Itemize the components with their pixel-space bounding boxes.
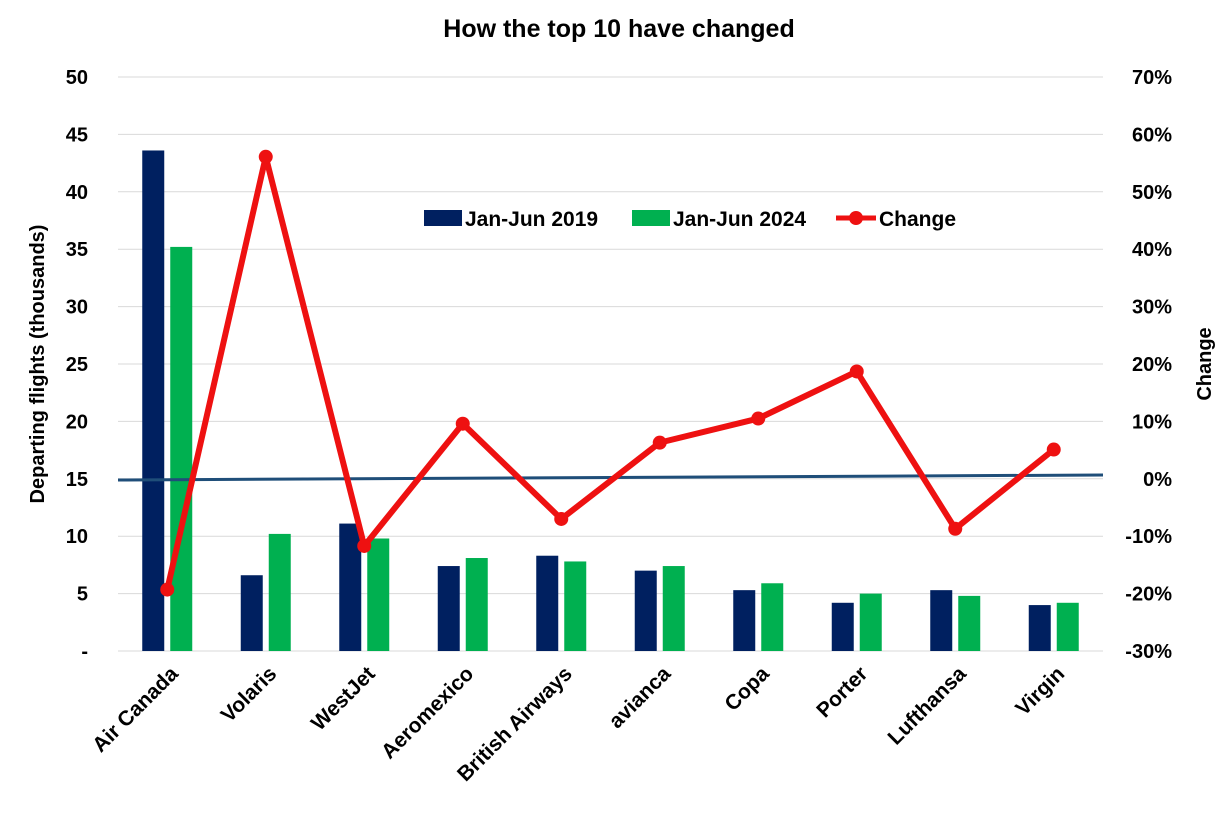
change-point-air-canada [160,582,175,597]
category-label: Volaris [217,662,282,727]
bar-2024-volaris [268,533,291,651]
left-axis-tick-label: 50 [66,67,88,89]
bar-2024-westjet [367,538,390,651]
change-point-lufthansa [948,521,963,536]
change-point-copa [751,411,766,426]
bar-2019-lufthansa [930,590,953,651]
left-axis-tick-label: 45 [66,124,88,146]
legend-label-change: Change [879,208,956,231]
change-point-porter [849,364,864,379]
right-axis-tick-label: 0% [1143,469,1172,491]
bar-2024-aeromexico [465,558,488,651]
category-label: avianca [605,662,676,733]
left-axis-tick-label: 35 [66,239,88,261]
left-axis-tick-label: 5 [77,584,88,606]
category-label: WestJet [307,662,380,735]
bar-2024-copa [761,583,784,651]
legend-label-2024: Jan-Jun 2024 [673,208,806,231]
bar-2024-porter [859,593,882,651]
right-axis-tick-label: 50% [1132,182,1172,204]
legend-swatch-2019 [424,210,462,226]
left-axis-tick-label: 15 [66,469,88,491]
bar-2019-british-airways [536,555,559,651]
right-axis-tick-label: 40% [1132,239,1172,261]
legend-marker-change [849,211,863,225]
change-point-virgin [1046,442,1061,457]
legend-label-2019: Jan-Jun 2019 [465,208,598,231]
bar-2019-westjet [339,523,362,651]
left-axis-tick-label: 40 [66,182,88,204]
change-point-avianca [652,435,667,450]
category-label: Porter [812,662,872,722]
left-axis-tick-label: 10 [66,526,88,548]
bar-2019-porter [831,602,854,651]
right-axis-tick-label: 60% [1132,124,1172,146]
right-axis-tick-label: 20% [1132,354,1172,376]
category-labels: Air Canada Volaris WestJetAeromexicoBritis… [88,662,1069,786]
left-axis-tick-label: - [81,641,88,663]
bar-2024-lufthansa [958,595,981,651]
bar-2019-aeromexico [437,566,460,651]
right-axis-tick-label: 30% [1132,297,1172,319]
right-axis-title: Change [1194,327,1216,400]
legend: Jan-Jun 2019 Jan-Jun 2024 Change [424,208,956,231]
bar-2024-virgin [1056,602,1079,651]
right-axis-tick-label: 70% [1132,67,1172,89]
change-series-line [164,153,1056,591]
right-axis-tick-label: -30% [1125,641,1172,663]
change-point-british-airways [554,511,569,526]
change-point-aeromexico [455,416,470,431]
left-axis-tick-label: 20 [66,411,88,433]
bar-2019-virgin [1028,605,1051,651]
change-line-layer [160,149,1061,597]
change-point-westjet [357,538,372,553]
bar-2024-british-airways [564,561,587,651]
bar-2019-volaris [240,575,263,651]
category-label: Lufthansa [884,662,971,749]
left-axis-ticks: - 5 10 15 20 25 30 35 40 45 50 [66,67,88,663]
right-axis-tick-label: 10% [1132,411,1172,433]
category-label: Virgin [1011,662,1069,720]
left-axis-title: Departing flights (thousands) [27,225,49,504]
bar-2019-air-canada [142,150,165,652]
left-axis-tick-label: 25 [66,354,88,376]
right-axis-tick-label: -10% [1125,526,1172,548]
right-axis-ticks: -30% -20% -10% 0% 10% 20% 30% 40% 50% 60% 70% [1125,67,1172,663]
bar-2024-avianca [662,566,685,651]
bar-2019-avianca [634,570,657,651]
category-label: Copa [720,662,774,716]
bar-2019-copa [733,590,756,651]
category-label: Aeromexico [377,662,478,763]
chart-title: How the top 10 have changed [443,15,794,43]
right-axis-tick-label: -20% [1125,584,1172,606]
left-axis-tick-label: 30 [66,297,88,319]
change-point-volaris [258,149,273,164]
category-label: Air Canada [88,662,183,757]
legend-swatch-2024 [632,210,670,226]
